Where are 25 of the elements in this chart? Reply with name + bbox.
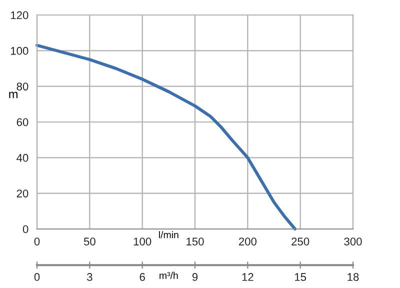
x2-tick-label: 6 xyxy=(140,273,145,281)
x-tick-label: 300 xyxy=(344,238,362,246)
y-tick-label: 0 xyxy=(22,225,28,234)
x-tick-label: 200 xyxy=(238,238,256,246)
x-tick-label: 50 xyxy=(84,238,96,246)
y-tick-label: 60 xyxy=(16,118,28,126)
x2-tick-label: 18 xyxy=(348,273,359,281)
x-tick-label: 250 xyxy=(292,238,310,246)
x-tick-label: 100 xyxy=(134,238,152,246)
y-axis-title: m xyxy=(9,92,18,98)
y-tick-label: 40 xyxy=(16,154,28,162)
y-tick-label: 100 xyxy=(10,46,28,55)
x-tick-label: 150 xyxy=(186,238,204,246)
x2-tick-label: 12 xyxy=(242,273,254,281)
x-tick-label: 0 xyxy=(34,238,40,246)
line-series xyxy=(35,44,297,231)
y-tick-label: 20 xyxy=(16,190,28,198)
x2-tick-label: 0 xyxy=(34,273,40,281)
y-tick-label: 120 xyxy=(10,11,28,20)
x2-tick-label: 3 xyxy=(87,273,92,281)
x2-tick-label: 15 xyxy=(295,273,306,281)
y-tick-label: 80 xyxy=(16,82,28,90)
x-axis-title: l/min xyxy=(159,231,178,238)
x2-tick-label: 9 xyxy=(192,273,198,281)
x2-axis-title: m³/h xyxy=(160,272,178,279)
